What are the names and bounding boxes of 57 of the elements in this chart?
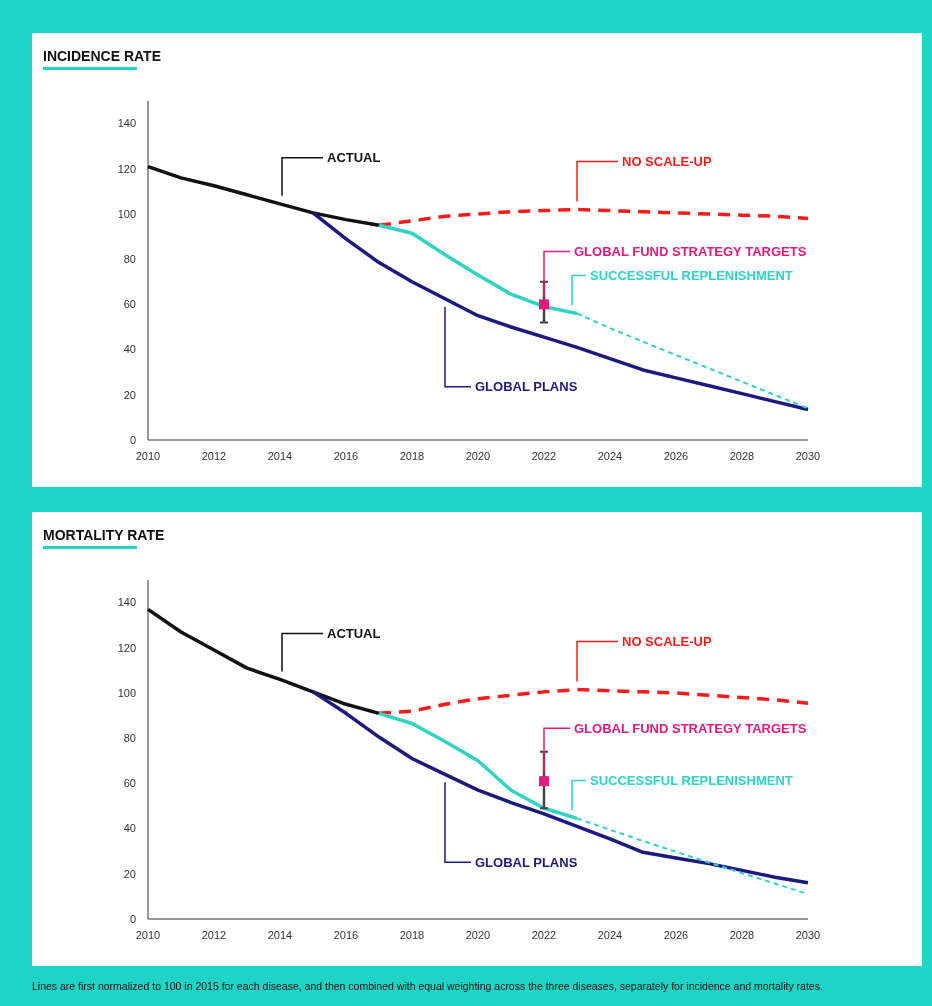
- x-tick-label: 2012: [201, 450, 227, 462]
- y-tick-label: 60: [123, 298, 136, 311]
- x-tick-label: 2028: [729, 450, 755, 462]
- y-tick-label: 40: [123, 343, 136, 356]
- text: SUCCESSFUL REPLENISHMENT: [590, 267, 793, 283]
- y-tick-label: 80: [123, 732, 136, 745]
- text: Lines are first normalized to 100 in 2015 for each disease, and then combined with equal weighting across the three diseases, separately for incidence and mortality rates.: [32, 980, 823, 992]
- text: GLOBAL FUND STRATEGY TARGETS: [574, 243, 807, 259]
- x-tick-label: 2026: [663, 929, 689, 941]
- line-series: [377, 687, 810, 716]
- x-tick-label: 2024: [597, 450, 623, 462]
- x-tick-label: 2016: [333, 450, 359, 462]
- y-tick-label: 20: [123, 867, 136, 880]
- chart-title: INCIDENCE RATE: [43, 48, 161, 64]
- x-tick-label: 2028: [729, 929, 755, 941]
- y-tick-label: 120: [117, 162, 136, 175]
- line-series: [311, 690, 810, 885]
- line-series: [146, 607, 381, 716]
- x-tick-label: 2016: [333, 929, 359, 941]
- text: ACTUAL: [327, 150, 381, 166]
- x-tick-label: 2026: [663, 450, 689, 462]
- x-tick-label: 2030: [795, 929, 821, 941]
- y-tick-label: 100: [117, 686, 136, 699]
- line-series: [146, 164, 381, 228]
- y-tick-label: 140: [117, 596, 136, 609]
- line-series: [311, 211, 810, 412]
- x-tick-label: 2010: [135, 450, 161, 462]
- x-tick-label: 2018: [399, 450, 425, 462]
- x-tick-label: 2014: [267, 929, 293, 941]
- x-tick-label: 2020: [465, 929, 491, 941]
- y-tick-label: 60: [123, 777, 136, 790]
- text: NO SCALE-UP: [622, 634, 712, 650]
- x-tick-label: 2010: [135, 929, 161, 941]
- text: GLOBAL PLANS: [475, 379, 578, 395]
- x-tick-label: 2020: [465, 450, 491, 462]
- x-tick-label: 2012: [201, 929, 227, 941]
- y-tick-label: 120: [117, 641, 136, 654]
- x-tick-label: 2022: [531, 929, 557, 941]
- text: NO SCALE-UP: [622, 154, 712, 170]
- y-tick-label: 0: [129, 912, 136, 925]
- y-tick-label: 0: [129, 433, 136, 446]
- x-tick-label: 2024: [597, 929, 623, 941]
- text: SUCCESSFUL REPLENISHMENT: [590, 772, 793, 788]
- y-tick-label: 80: [123, 253, 136, 266]
- chart-title: MORTALITY RATE: [43, 527, 165, 543]
- y-tick-label: 40: [123, 822, 136, 835]
- line-series: [377, 207, 810, 228]
- x-tick-label: 2030: [795, 450, 821, 462]
- y-tick-label: 100: [117, 207, 136, 220]
- x-tick-label: 2014: [267, 450, 293, 462]
- text: GLOBAL FUND STRATEGY TARGETS: [574, 720, 807, 736]
- text: GLOBAL PLANS: [475, 854, 578, 870]
- x-tick-label: 2018: [399, 929, 425, 941]
- x-tick-label: 2022: [531, 450, 557, 462]
- y-tick-label: 140: [117, 117, 136, 130]
- y-tick-label: 20: [123, 388, 136, 401]
- text: ACTUAL: [327, 625, 381, 641]
